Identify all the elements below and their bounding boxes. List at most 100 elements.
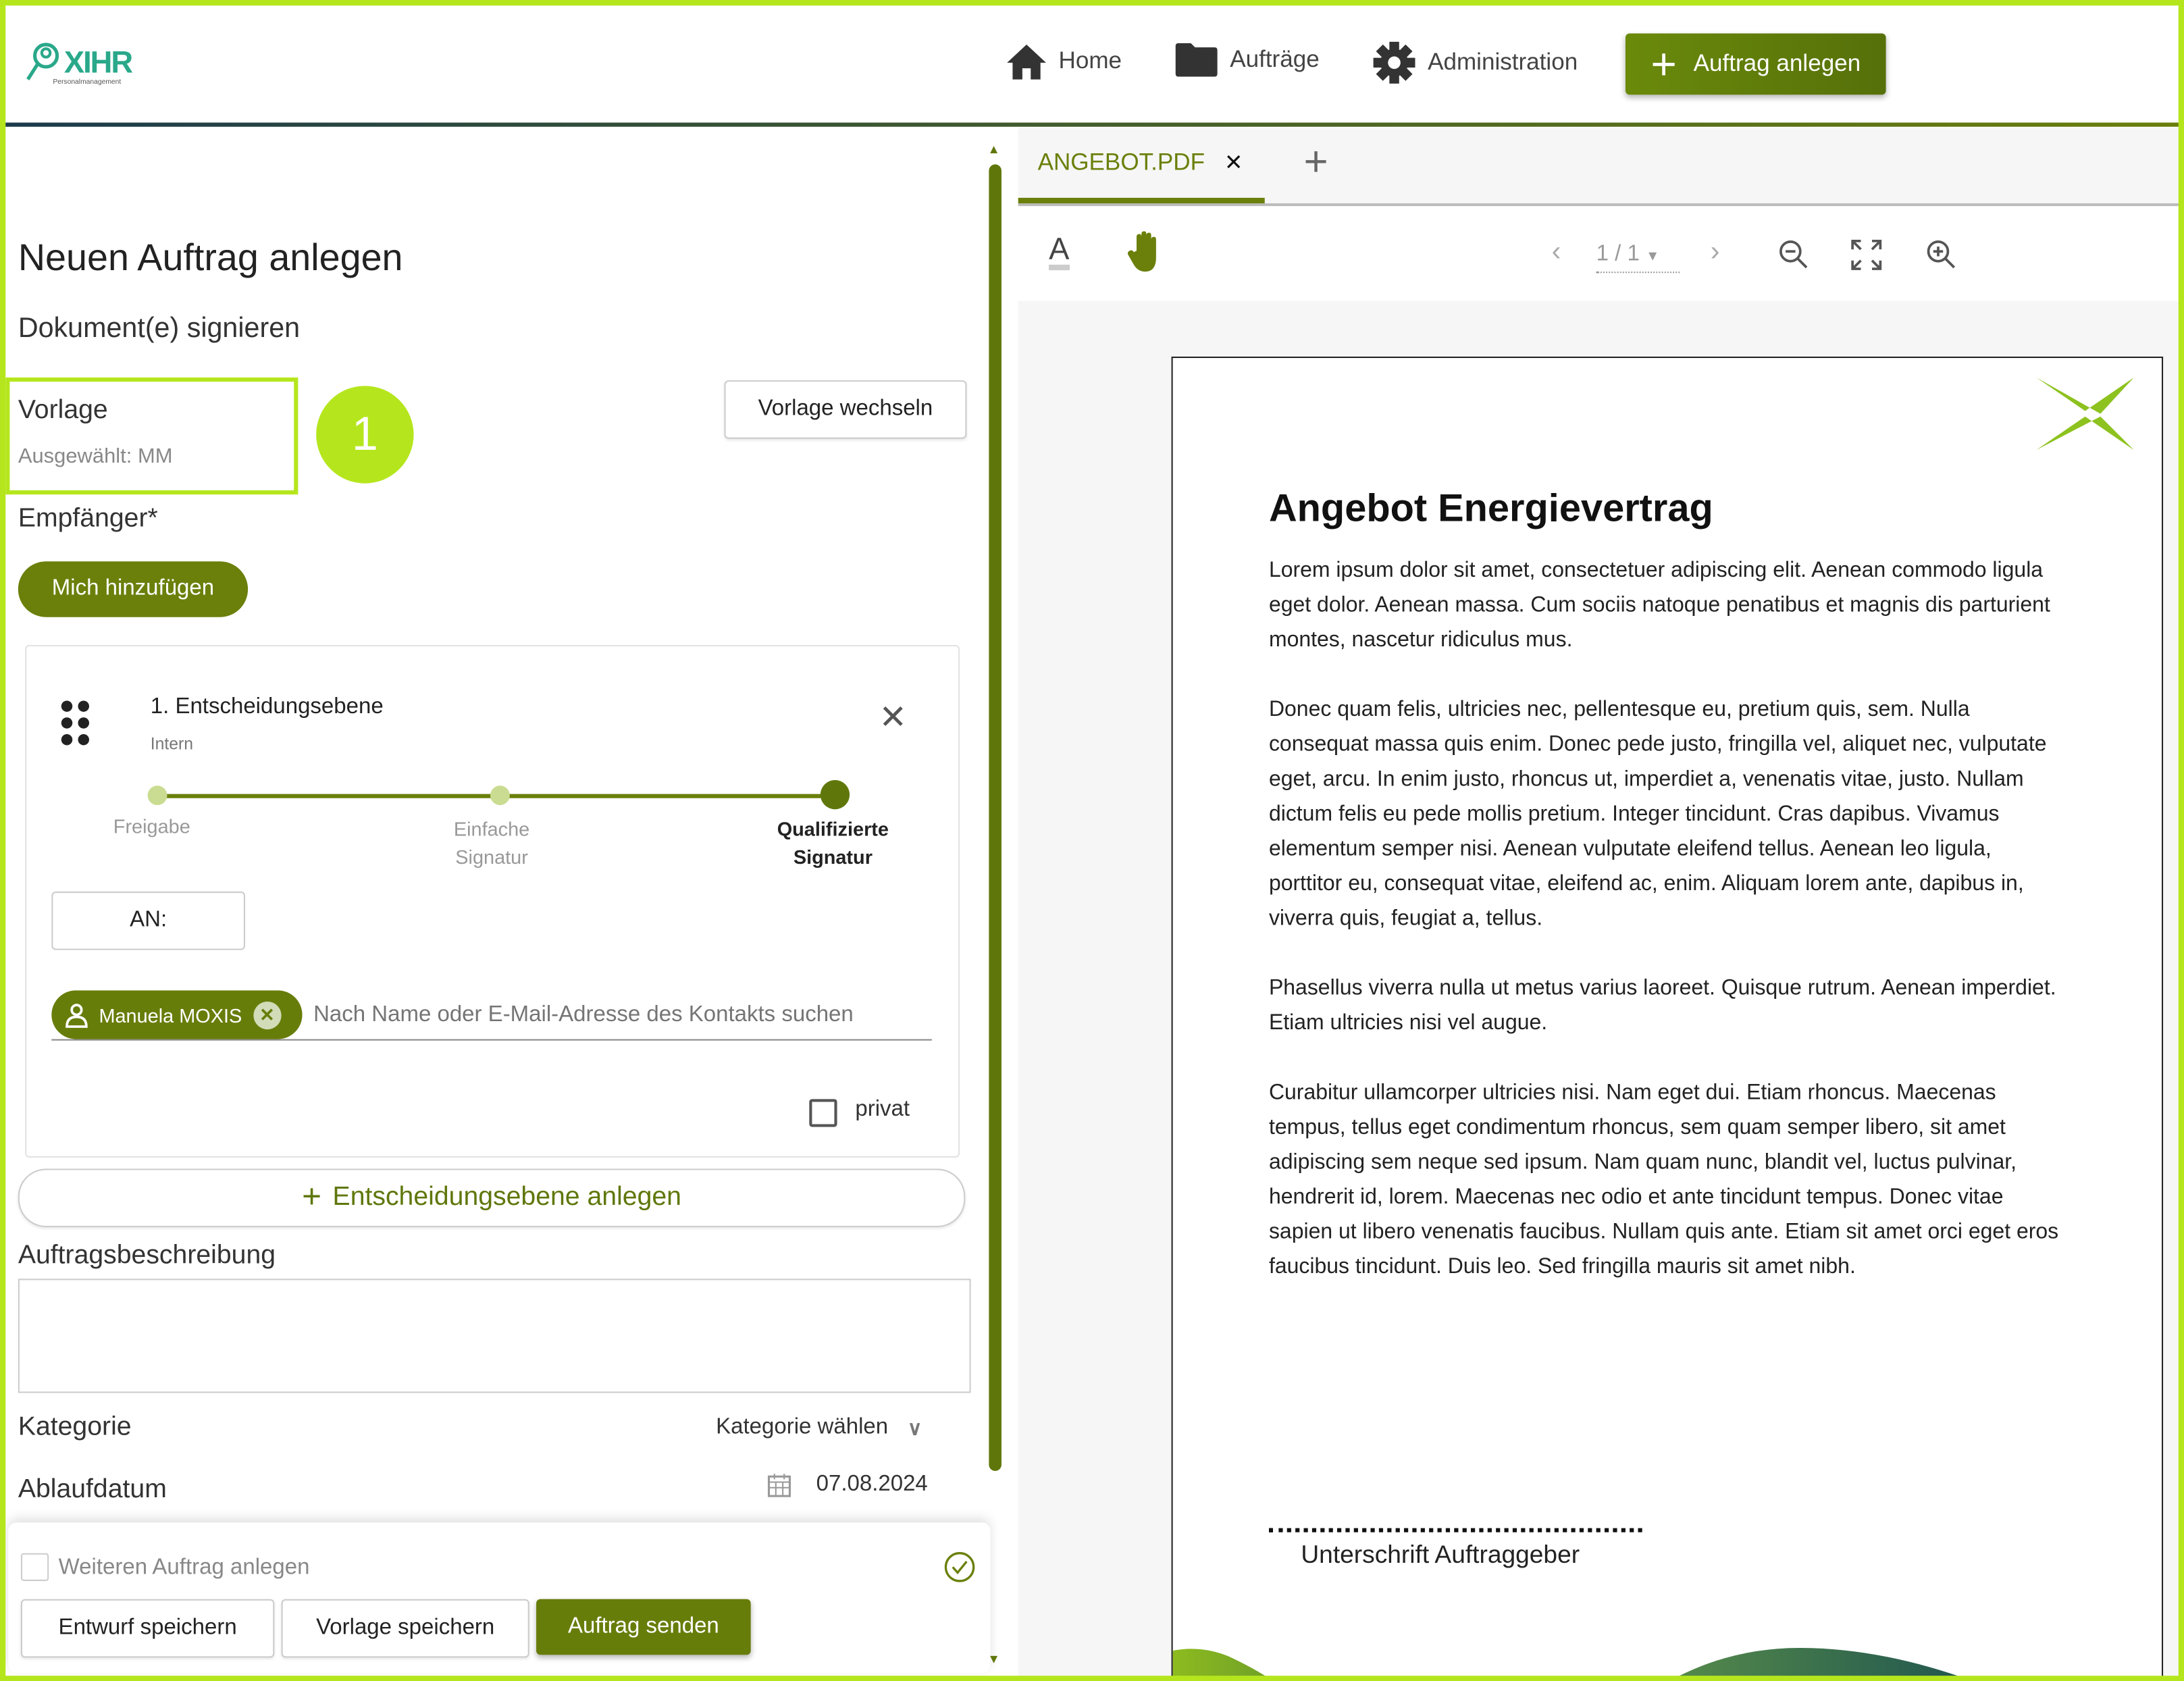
viewer-toolbar: A ‹ 1 / 1 ▼ › [1018,206,2184,301]
description-textarea[interactable] [18,1278,971,1393]
chevron-down-icon: ∨ [908,1416,922,1439]
private-checkbox[interactable] [809,1099,837,1127]
add-me-button[interactable]: Mich hinzufügen [18,561,249,617]
add-me-label: Mich hinzufügen [51,576,215,600]
scroll-up-arrow[interactable]: ▲ [987,142,1000,156]
save-template-label: Vorlage speichern [316,1615,495,1640]
step-label-text: Einfache [453,817,530,840]
form-footer: Weiteren Auftrag anlegen Entwurf speiche… [8,1522,991,1674]
template-label: Vorlage [18,395,108,425]
document-tabs [1018,128,2184,207]
level-type: Intern [150,733,194,754]
plus-icon: + [302,1178,322,1216]
document-paragraph: Curabitur ullamcorper ultricies nisi. Na… [1268,1081,2059,1279]
save-draft-button[interactable]: Entwurf speichern [20,1599,275,1658]
step-label-text: Freigabe [113,814,190,837]
folder-icon [1175,43,1218,77]
step-label-text-2: Signatur [793,845,873,868]
step-dot-qualifizierte[interactable] [820,780,850,810]
user-icon [66,1003,88,1027]
callout-number: 1 [351,407,378,461]
hand-tool-icon[interactable] [1127,231,1164,273]
expiry-value: 07.08.2024 [816,1472,928,1497]
logo-text: XIHR [63,45,133,80]
page-subtitle: Dokument(e) signieren [18,313,301,344]
create-order-label: Auftrag anlegen [1693,50,1861,77]
logo-icon [26,43,59,80]
nav-home[interactable]: Home [1006,42,1122,81]
step-label-freigabe: Freigabe [82,815,222,837]
template-selected: Ausgewählt: MM [18,444,173,468]
remove-recipient-icon[interactable]: ✕ [253,1000,282,1029]
close-tab-icon[interactable]: ✕ [1224,151,1243,176]
drag-handle-icon[interactable] [60,699,90,746]
recipient-chip-label: Manuela MOXIS [99,1004,242,1027]
add-decision-level-button[interactable]: + Entscheidungsebene anlegen [18,1168,966,1228]
brand-x-logo [2036,377,2134,450]
nav-administration-label: Administration [1428,49,1578,76]
send-order-label: Auftrag senden [567,1614,719,1638]
step-label-text: Qualifizierte [777,817,889,840]
another-order-checkbox[interactable] [20,1553,49,1581]
tab-angebot-pdf[interactable]: ANGEBOT.PDF ✕ [1018,128,1265,204]
category-label: Kategorie [18,1412,132,1442]
send-order-button[interactable]: Auftrag senden [536,1599,751,1655]
nav-administration[interactable]: Administration [1372,41,1578,85]
step-dot-freigabe[interactable] [147,785,167,806]
to-label: AN: [130,908,167,932]
page-selector[interactable]: 1 / 1 ▼ [1596,242,1680,274]
document-body: Lorem ipsum dolor sit amet, consectetuer… [1269,553,2063,1319]
create-order-button[interactable]: + Auftrag anlegen [1625,33,1886,95]
step-dot-einfache[interactable] [490,785,510,806]
gear-icon [1373,41,1415,84]
signature-line [1268,1528,1642,1532]
save-template-button[interactable]: Vorlage speichern [281,1599,529,1658]
tab-label: ANGEBOT.PDF [1037,149,1205,176]
prev-page-chevron-icon[interactable]: ‹ [1551,236,1561,267]
private-label: privat [855,1097,910,1122]
scroll-down-arrow[interactable]: ▼ [987,1652,1000,1666]
check-circle-icon [944,1552,975,1582]
add-decision-level-label: Entscheidungsebene anlegen [332,1183,681,1212]
document-title: Angebot Energievertrag [1268,486,1713,529]
expiry-label: Ablaufdatum [18,1475,167,1505]
step-label-text-2: Signatur [455,845,528,868]
recipients-label: Empfänger* [18,504,158,534]
recipient-search-input[interactable] [310,995,929,1035]
calendar-icon [767,1474,791,1497]
next-page-chevron-icon[interactable]: › [1710,236,1720,267]
change-template-button[interactable]: Vorlage wechseln [724,380,967,439]
page-indicator: 1 / 1 [1596,242,1640,266]
decision-level-card: 1. Entscheidungsebene Intern ✕ Freigabe … [25,644,960,1158]
another-order-label: Weiteren Auftrag anlegen [58,1555,310,1580]
logo-subtitle: Personalmanagement [53,78,122,86]
expiry-date-picker[interactable]: 07.08.2024 [767,1472,928,1497]
document-paragraph: Phasellus viverra nulla ut metus varius … [1268,976,2056,1035]
zoom-in-icon[interactable] [1926,240,1956,270]
nav-orders[interactable]: Aufträge [1174,42,1320,78]
page-title: Neuen Auftrag anlegen [18,236,403,279]
nav-home-label: Home [1058,47,1122,74]
fullscreen-icon[interactable] [1851,239,1882,270]
scrollbar-thumb[interactable] [989,164,1002,1471]
signature-label: Unterschrift Auftraggeber [1301,1541,1580,1569]
level-title: 1. Entscheidungsebene [150,695,384,719]
pdf-page: Angebot Energievertrag Lorem ipsum dolor… [1171,357,2164,1681]
to-field-button[interactable]: AN: [51,891,245,950]
zoom-out-icon[interactable] [1779,240,1809,270]
recipient-search-field[interactable]: Manuela MOXIS ✕ [51,990,932,1041]
category-select[interactable]: Kategorie wählen ∨ [716,1416,922,1441]
logo: XIHR Personalmanagement [25,42,133,86]
description-label: Auftragsbeschreibung [18,1241,276,1270]
text-select-icon[interactable]: A [1049,233,1070,271]
add-tab-plus-icon[interactable]: + [1303,139,1328,186]
nav-orders-label: Aufträge [1230,46,1320,73]
top-bar: XIHR Personalmanagement Home Aufträge Ad… [0,0,2184,127]
template-highlight [5,377,298,495]
plus-icon: + [1650,38,1677,89]
document-paragraph: Lorem ipsum dolor sit amet, consectetuer… [1268,559,2050,652]
remove-level-close-icon[interactable]: ✕ [879,699,907,738]
recipient-chip: Manuela MOXIS ✕ [51,990,303,1039]
step-label-einfache: Einfache Signatur [422,815,561,871]
save-draft-label: Entwurf speichern [58,1615,237,1640]
